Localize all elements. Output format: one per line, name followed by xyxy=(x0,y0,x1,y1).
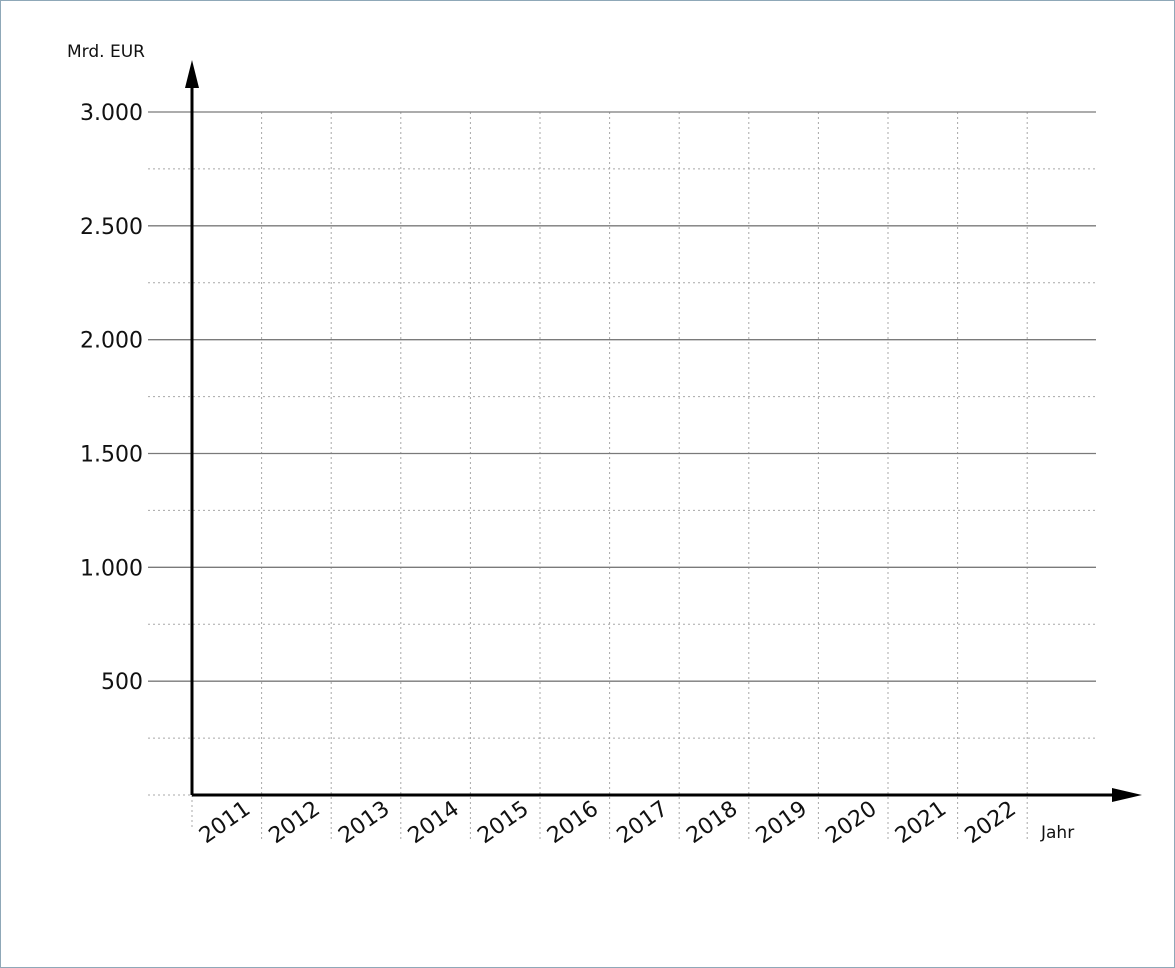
y-axis-arrow xyxy=(185,60,199,88)
major-gridlines xyxy=(148,111,1096,682)
x-tick-label: 2014 xyxy=(404,796,464,849)
x-axis-arrow xyxy=(1112,788,1142,802)
y-tick-labels: 500 1.000 1.500 2.000 2.500 3.000 xyxy=(80,101,143,695)
x-tick-label: 2020 xyxy=(821,796,881,849)
vertical-gridlines xyxy=(191,112,1028,840)
y-tick-label: 3.000 xyxy=(80,101,143,126)
x-tick-label: 2015 xyxy=(473,796,533,849)
y-axis-title: Mrd. EUR xyxy=(67,42,145,62)
x-tick-label: 2021 xyxy=(891,796,951,849)
y-tick-label: 2.000 xyxy=(80,329,143,354)
minor-gridlines xyxy=(148,168,1096,796)
axes xyxy=(185,60,1142,802)
y-tick-label: 2.500 xyxy=(80,215,143,240)
x-tick-label: 2022 xyxy=(961,796,1021,849)
y-tick-label: 1.000 xyxy=(80,556,143,581)
x-tick-label: 2017 xyxy=(613,796,673,849)
x-tick-label: 2016 xyxy=(543,796,603,849)
x-tick-label: 2011 xyxy=(195,796,255,849)
x-tick-label: 2019 xyxy=(752,796,812,849)
x-tick-label: 2013 xyxy=(334,796,394,849)
x-tick-label: 2018 xyxy=(682,796,742,849)
y-tick-label: 500 xyxy=(101,670,143,695)
x-axis-title: Jahr xyxy=(1040,823,1074,843)
x-tick-labels: 2011 2012 2013 2014 2015 2016 2017 2018 2019 2020… xyxy=(195,796,1021,849)
x-tick-label: 2012 xyxy=(265,796,325,849)
y-tick-label: 1.500 xyxy=(80,443,143,468)
